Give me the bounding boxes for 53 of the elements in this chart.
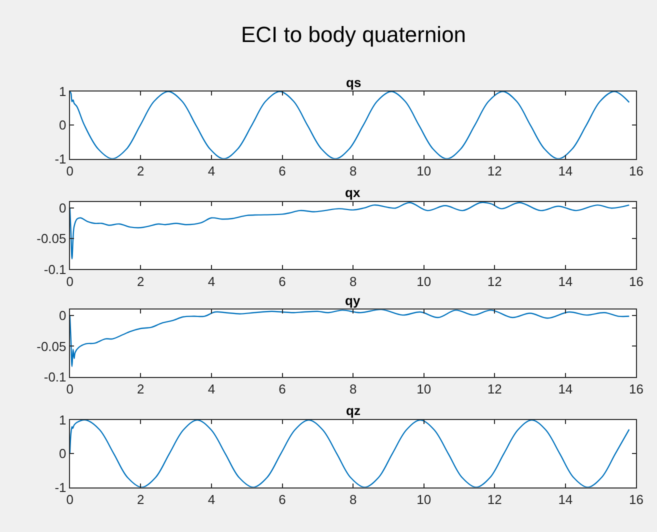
chart-title: qy bbox=[345, 293, 361, 308]
x-tick-label: 12 bbox=[487, 492, 502, 507]
x-tick-label: 10 bbox=[416, 163, 432, 178]
chart-title: qz bbox=[346, 403, 361, 418]
y-tick-label: -1 bbox=[54, 480, 66, 495]
x-tick-label: 16 bbox=[629, 381, 644, 396]
x-tick-label: 6 bbox=[278, 274, 286, 289]
x-tick-label: 16 bbox=[629, 274, 644, 289]
x-tick-label: 10 bbox=[416, 492, 432, 507]
y-tick-label: -0.05 bbox=[36, 231, 66, 246]
chart-title: qs bbox=[346, 75, 362, 90]
x-tick-label: 8 bbox=[349, 274, 357, 289]
line-series bbox=[70, 310, 630, 368]
y-tick-label: 0 bbox=[59, 200, 66, 216]
x-tick-label: 2 bbox=[137, 163, 144, 178]
x-tick-label: 6 bbox=[278, 492, 286, 507]
x-tick-label: 8 bbox=[349, 163, 357, 178]
line-series bbox=[70, 202, 630, 260]
x-tick-label: 16 bbox=[629, 163, 644, 178]
x-tick-label: 4 bbox=[208, 163, 216, 178]
x-tick-label: 14 bbox=[558, 492, 573, 507]
x-tick-label: 14 bbox=[558, 381, 573, 396]
y-tick-label: 1 bbox=[59, 412, 66, 428]
chart-title: qx bbox=[345, 185, 361, 200]
y-tick-label: 0 bbox=[59, 118, 66, 133]
x-tick-label: 2 bbox=[137, 492, 144, 507]
y-tick-label: 0 bbox=[59, 308, 66, 324]
x-tick-label: 14 bbox=[558, 274, 573, 289]
x-tick-label: 14 bbox=[558, 163, 573, 178]
x-tick-label: 4 bbox=[208, 492, 216, 507]
x-tick-label: 12 bbox=[487, 381, 502, 396]
x-tick-label: 12 bbox=[487, 274, 502, 289]
y-tick-label: -0.1 bbox=[44, 369, 66, 384]
x-tick-label: 12 bbox=[487, 163, 502, 178]
x-tick-label: 6 bbox=[278, 381, 286, 396]
x-tick-label: 4 bbox=[208, 381, 216, 396]
x-tick-label: 10 bbox=[416, 381, 432, 396]
text: ECI to body quaternion bbox=[241, 22, 466, 47]
x-tick-label: 8 bbox=[349, 492, 357, 507]
y-tick-label: -0.05 bbox=[36, 338, 66, 354]
line-series bbox=[70, 420, 630, 488]
y-tick-label: 1 bbox=[59, 84, 66, 100]
line-series bbox=[70, 92, 630, 159]
x-tick-label: 2 bbox=[137, 381, 144, 396]
x-tick-label: 6 bbox=[278, 163, 286, 178]
x-tick-label: 16 bbox=[629, 492, 644, 507]
y-tick-label: -1 bbox=[54, 151, 66, 166]
x-tick-label: 4 bbox=[208, 274, 216, 289]
x-tick-label: 10 bbox=[416, 274, 432, 289]
x-tick-label: 2 bbox=[137, 274, 144, 289]
y-tick-label: -0.1 bbox=[44, 262, 66, 277]
x-tick-label: 8 bbox=[349, 381, 357, 396]
y-tick-label: 0 bbox=[59, 446, 66, 462]
